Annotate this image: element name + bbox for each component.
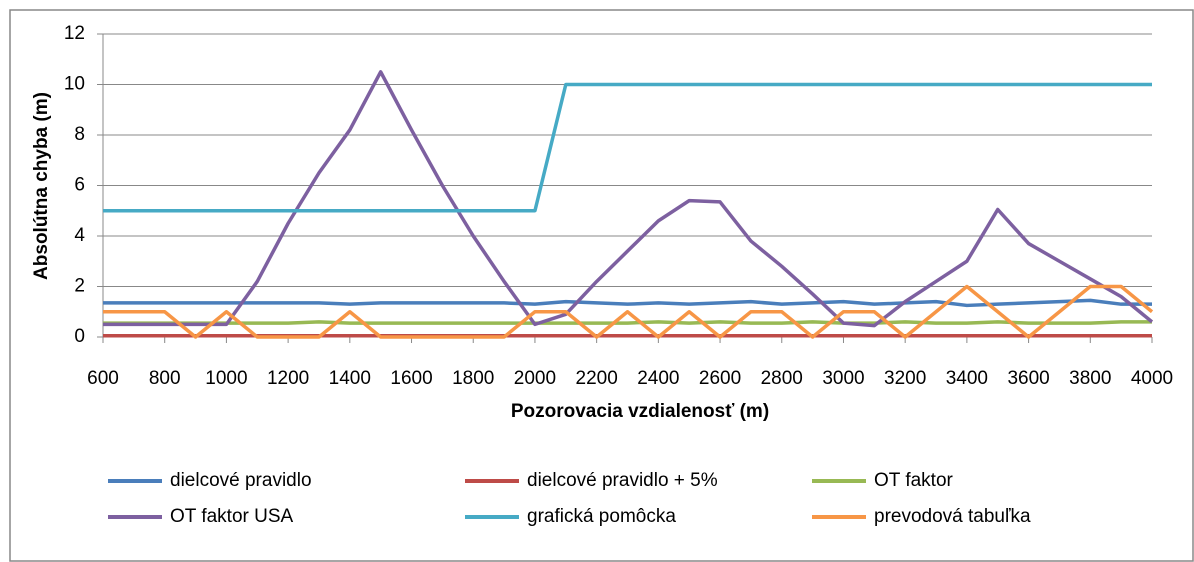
series-line xyxy=(103,298,1152,308)
x-tick-label: 600 xyxy=(87,368,119,389)
series-line xyxy=(103,70,1154,328)
x-tick-label: 1800 xyxy=(452,368,494,389)
x-tick-label: 3600 xyxy=(1007,368,1049,389)
series-line xyxy=(103,284,1154,339)
y-tick-label: 10 xyxy=(64,74,85,95)
legend-label: dielcové pravidlo xyxy=(170,470,312,491)
x-axis-label: Pozorovacia vzdialenosť (m) xyxy=(511,401,769,422)
x-tick-label: 4000 xyxy=(1131,368,1173,389)
x-tick-label: 1400 xyxy=(329,368,371,389)
x-tick-label: 1600 xyxy=(390,368,432,389)
x-tick-label: 2000 xyxy=(514,368,556,389)
x-tick-label: 3400 xyxy=(946,368,988,389)
x-tick-label: 3200 xyxy=(884,368,926,389)
x-tick-label: 800 xyxy=(149,368,181,389)
x-tick-label: 2800 xyxy=(761,368,803,389)
legend-label: dielcové pravidlo + 5% xyxy=(527,470,718,491)
x-tick-label: 2200 xyxy=(576,368,618,389)
series-line xyxy=(103,320,1152,325)
x-tick-label: 1200 xyxy=(267,368,309,389)
legend-label: OT faktor xyxy=(874,470,954,491)
legend-label: grafická pomôcka xyxy=(527,506,676,527)
y-tick-label: 4 xyxy=(74,225,85,246)
y-tick-label: 2 xyxy=(74,276,85,297)
x-tick-label: 3000 xyxy=(822,368,864,389)
y-tick-label: 8 xyxy=(74,124,85,145)
x-tick-label: 2400 xyxy=(637,368,679,389)
x-tick-label: 3800 xyxy=(1069,368,1111,389)
y-tick-label: 6 xyxy=(74,175,85,196)
legend-label: OT faktor USA xyxy=(170,506,294,527)
legend-label: prevodová tabuľka xyxy=(874,506,1031,527)
series-line xyxy=(103,82,1152,213)
y-axis-label: Absolútna chyba (m) xyxy=(31,92,52,280)
y-tick-label: 0 xyxy=(74,326,85,347)
x-tick-label: 1000 xyxy=(205,368,247,389)
chart-frame xyxy=(9,9,1194,562)
y-tick-label: 12 xyxy=(64,23,85,44)
x-tick-label: 2600 xyxy=(699,368,741,389)
